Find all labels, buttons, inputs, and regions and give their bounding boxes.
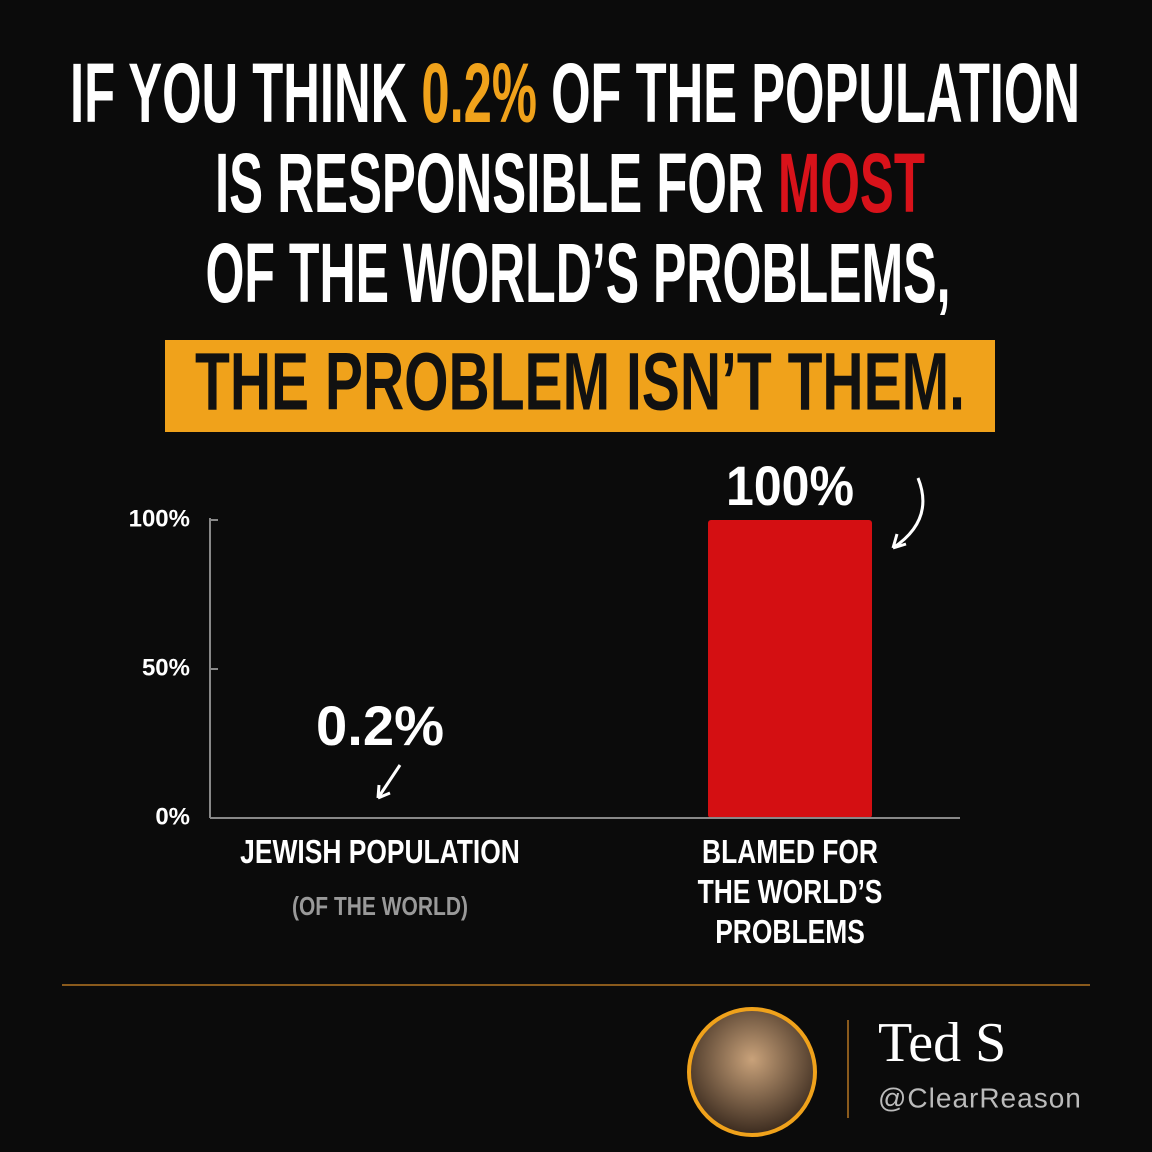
author-name: Ted S (878, 1012, 1006, 1074)
category-box: BLAMED FOR THE WORLD’S PROBLEMS (697, 833, 883, 950)
headline-segment: OF THE WORLD’S PROBLEMS, (206, 226, 951, 320)
headline-line: IS RESPONSIBLE FOR MOST (215, 136, 925, 230)
headline-segment: OF THE POPULATION (537, 46, 1080, 140)
bar (708, 520, 872, 818)
headline-line: OF THE WORLD’S PROBLEMS, (206, 226, 951, 320)
headline-line: IF YOU THINK 0.2% OF THE POPULATION (70, 46, 1080, 140)
headline-segment: IF YOU THINK (70, 46, 421, 140)
headline-segment: MOST (778, 136, 925, 230)
headline: IF YOU THINK 0.2% OF THE POPULATIONIS RE… (70, 46, 1080, 320)
y-tick-label: 100% (129, 505, 190, 532)
y-tick-label: 0% (155, 803, 190, 830)
x-tick-label: BLAMED FOR THE WORLD’S PROBLEMS (697, 833, 883, 950)
value-label: 0.2% (316, 694, 444, 757)
author-handle: @ClearReason (878, 1082, 1082, 1113)
highlight-text: THE PROBLEM ISN’T THEM. (195, 337, 965, 428)
arrow (376, 764, 402, 800)
avatar (687, 1007, 817, 1137)
y-tick-label: 50% (142, 654, 190, 681)
headline-segment: IS RESPONSIBLE FOR (215, 136, 778, 230)
category-box: JEWISH POPULATION (240, 833, 520, 870)
category-note: (OF THE WORLD) (292, 891, 468, 921)
chart: 0% 50% 100% 0.2% JEWISH POPULATION 100% BLAMED… (129, 454, 960, 950)
highlight-box (165, 340, 995, 432)
arrow (891, 477, 925, 550)
x-tick-label: JEWISH POPULATION (240, 833, 520, 870)
headline-segment: 0.2% (421, 46, 537, 140)
value-label: 100% (726, 454, 854, 517)
